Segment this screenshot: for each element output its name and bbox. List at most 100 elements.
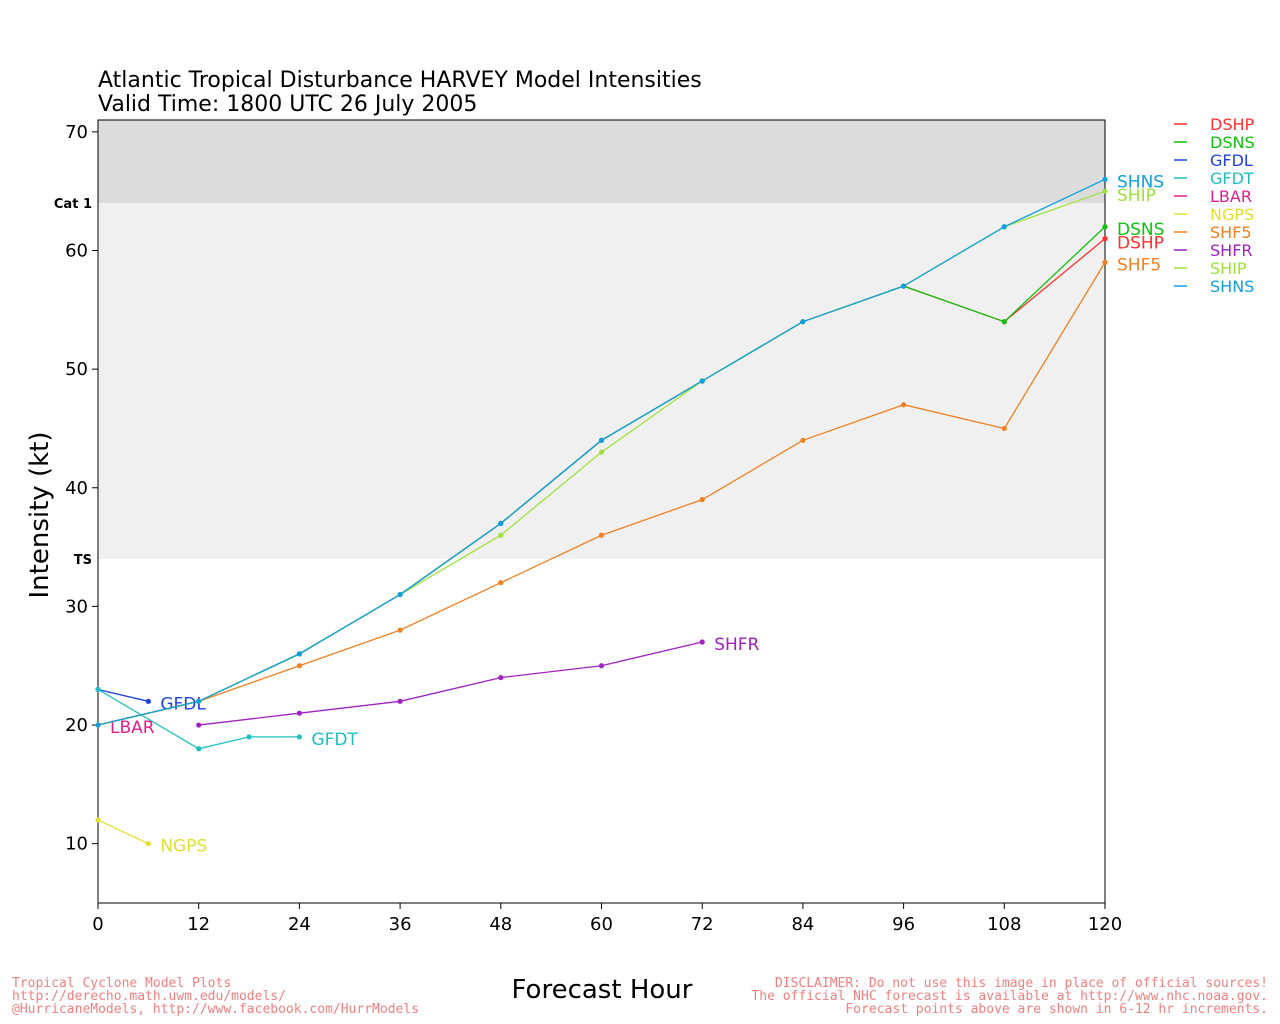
series-gfdt: GFDT <box>95 686 358 752</box>
legend-item-shns: SHNS <box>1210 277 1254 296</box>
data-point-ngps <box>95 817 101 823</box>
x-tick-label: 12 <box>187 914 210 935</box>
x-axis-label: Forecast Hour <box>512 975 693 1005</box>
threshold-label-ts: TS <box>74 553 92 568</box>
data-point-shf5 <box>800 437 806 443</box>
series-shns: SHNS <box>95 172 1164 728</box>
axes: TS Cat 1 0 12 24 36 48 60 72 84 96 108 120 10 20 30 40 50… <box>54 119 1122 935</box>
y-axis-label: Intensity (kt) <box>25 432 55 599</box>
series-shfr: SHFR <box>196 635 760 728</box>
data-point-shfr <box>196 722 202 728</box>
data-point-shf5 <box>699 497 705 503</box>
x-tick-label: 72 <box>691 914 714 935</box>
footer-left-line2: http://derecho.math.uwm.edu/models/ <box>12 989 286 1004</box>
series-end-label-dshp: DSHP <box>1117 234 1164 254</box>
footer-right-line1: DISCLAIMER: Do not use this image in pla… <box>775 976 1268 991</box>
x-tick-label: 120 <box>1088 914 1122 935</box>
series-gfdl: GFDL <box>95 686 206 714</box>
series-line-ngps <box>97 819 149 845</box>
data-point-shns <box>296 651 302 657</box>
y-tick-label: 20 <box>65 715 88 736</box>
data-point-dsns <box>1102 224 1108 230</box>
data-point-gfdl <box>145 698 151 704</box>
data-point-shf5 <box>598 532 605 538</box>
legend-item-shf5: SHF5 <box>1210 223 1252 242</box>
data-point-shns <box>699 378 705 384</box>
y-tick-label: 10 <box>65 834 88 855</box>
series-line-gfdl <box>97 688 149 702</box>
chart-title-line1: Atlantic Tropical Disturbance HARVEY Mod… <box>98 68 702 93</box>
series-end-label-ngps: NGPS <box>160 837 207 857</box>
series-end-label-shfr: SHFR <box>714 635 759 655</box>
data-point-shns <box>397 591 403 598</box>
data-point-shf5 <box>1001 425 1007 432</box>
data-point-shfr <box>498 674 504 681</box>
y-tick-label: 70 <box>65 122 88 143</box>
ts-band <box>98 203 1105 559</box>
legend-item-dsns: DSNS <box>1210 133 1255 152</box>
footer-right-line3: Forecast points above are shown in 6-12 … <box>845 1002 1268 1017</box>
legend-item-dshp: DSHP <box>1210 115 1255 134</box>
series-line-gfdt <box>97 688 300 750</box>
data-point-ship <box>598 449 605 455</box>
x-tick-label: 0 <box>92 914 103 935</box>
series-end-label-shf5: SHF5 <box>1117 255 1161 275</box>
data-point-shf5 <box>498 580 504 586</box>
data-point-shns <box>1001 224 1007 230</box>
series-end-label-ship: SHIP <box>1117 186 1156 206</box>
legend-item-ngps: NGPS <box>1210 205 1254 224</box>
x-tick-label: 36 <box>389 914 412 935</box>
data-point-shfr <box>397 698 403 704</box>
data-point-gfdt <box>296 734 302 740</box>
legend-item-lbar: LBAR <box>1210 187 1252 206</box>
data-point-shns <box>498 520 504 526</box>
data-point-ship <box>498 532 504 538</box>
data-point-ship <box>1102 188 1108 194</box>
legend-item-shfr: SHFR <box>1210 241 1253 260</box>
footer-left-line3: @HurricaneModels, http://www.facebook.co… <box>12 1002 419 1017</box>
intensity-bands <box>98 120 1105 559</box>
threshold-label-cat1: Cat 1 <box>54 197 92 212</box>
series-end-label-lbar: LBAR <box>110 718 155 738</box>
x-tick-label: 48 <box>489 914 512 935</box>
data-point-shns <box>901 283 907 289</box>
data-point-shns <box>95 722 101 728</box>
data-point-shfr <box>699 639 705 645</box>
series-end-label-shns: SHNS <box>1117 172 1164 192</box>
data-point-ngps <box>145 841 151 847</box>
series-end-label-dsns: DSNS <box>1117 220 1164 240</box>
x-tick-label: 84 <box>791 914 814 935</box>
data-point-gfdt <box>196 746 202 752</box>
chart-title-line2: Valid Time: 1800 UTC 26 July 2005 <box>98 92 477 117</box>
x-tick-label: 108 <box>987 914 1021 935</box>
data-point-dsns <box>1001 319 1007 325</box>
footer-left-line1: Tropical Cyclone Model Plots <box>12 976 231 991</box>
series-lbar: LBAR <box>95 718 155 738</box>
x-tick-label: 96 <box>892 914 915 935</box>
legend-item-ship: SHIP <box>1210 259 1247 278</box>
y-tick-label: 50 <box>65 359 88 380</box>
series-end-label-gfdt: GFDT <box>311 730 358 750</box>
data-point-dshp <box>1102 236 1108 242</box>
cat1-band <box>98 120 1105 204</box>
y-tick-label: 40 <box>65 478 88 499</box>
footer-left: Tropical Cyclone Model Plots http://dere… <box>12 976 419 1017</box>
footer-right: DISCLAIMER: Do not use this image in pla… <box>751 976 1268 1017</box>
y-tick-label: 60 <box>65 241 88 262</box>
data-point-shns <box>598 437 605 443</box>
x-tick-label: 60 <box>590 914 613 935</box>
legend-item-gfdt: GFDT <box>1210 169 1254 188</box>
footer-right-line2: The official NHC forecast is available a… <box>751 989 1268 1004</box>
data-point-shns <box>800 319 806 325</box>
data-point-shfr <box>598 663 605 669</box>
data-point-shf5 <box>296 663 302 669</box>
data-point-gfdt <box>246 734 252 740</box>
series-line-shfr <box>198 641 703 726</box>
data-point-shfr <box>296 710 302 716</box>
data-point-shns <box>196 698 202 704</box>
data-point-shns <box>1102 176 1108 182</box>
data-point-shf5 <box>397 627 403 633</box>
